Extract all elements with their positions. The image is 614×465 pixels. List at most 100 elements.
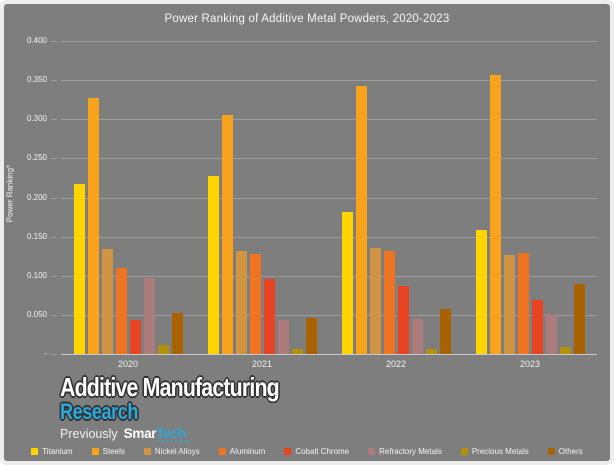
legend-swatch-titanium <box>31 448 39 455</box>
bar-steels-2021 <box>221 115 233 354</box>
logo-previously-text: Previously <box>60 427 118 441</box>
gridline <box>61 41 597 42</box>
y-tick-label: 0.350 <box>26 75 47 85</box>
logo-smartech-smar: Smar <box>123 426 157 441</box>
y-tick-mark <box>51 236 57 238</box>
bar-cobalt-chrome-2021 <box>263 279 275 354</box>
gridline <box>61 158 597 160</box>
bar-others-2023 <box>573 284 585 354</box>
bar-refractory-metals-2020 <box>143 278 155 354</box>
legend-label-nickel-alloys: Nickel Alloys <box>154 447 200 456</box>
bar-cobalt-chrome-2020 <box>129 320 141 354</box>
gridline <box>61 275 597 277</box>
legend-label-refractory-metals: Refractory Metals <box>379 447 442 456</box>
y-tick-label: 0.300 <box>26 114 47 124</box>
gridline <box>61 314 597 316</box>
bar-aluminum-2021 <box>249 254 261 354</box>
legend-label-cobalt-chrome: Cobalt Chrome <box>295 447 350 456</box>
bar-steels-2022 <box>355 86 367 354</box>
bar-others-2022 <box>439 309 451 354</box>
y-tick-mark <box>51 80 57 82</box>
y-tick-label: 0.050 <box>26 309 47 319</box>
x-axis-label-2021: 2021 <box>251 359 273 369</box>
chart-title: Power Ranking of Additive Metal Powders,… <box>164 13 450 25</box>
y-tick-mark <box>51 41 57 42</box>
y-tick-mark <box>51 158 57 160</box>
bar-group-2021 <box>195 41 329 354</box>
legend-item-precious-metals: Precious Metals <box>460 447 529 456</box>
legend-item-nickel-alloys: Nickel Alloys <box>143 447 200 456</box>
y-tick-label: 0.400 <box>26 36 47 45</box>
bar-steels-2023 <box>489 75 501 354</box>
bar-cobalt-chrome-2023 <box>531 300 543 354</box>
y-axis: 0.400 0.350 0.300 0.250 0.200 0.150 0.100 0.050… <box>4 36 57 358</box>
bar-others-2021 <box>305 318 317 354</box>
bar-aluminum-2022 <box>383 251 395 354</box>
y-tick-label: 0.100 <box>26 270 47 280</box>
legend-item-refractory-metals: Refractory Metals <box>368 447 442 456</box>
y-tick-label: 0.250 <box>26 153 47 163</box>
legend-swatch-cobalt-chrome <box>284 448 292 455</box>
bar-aluminum-2023 <box>517 253 529 354</box>
y-tick-mark <box>51 275 57 277</box>
y-tick-mark <box>51 119 57 121</box>
plot-area <box>61 41 597 355</box>
legend-item-titanium: Titanium <box>31 447 73 456</box>
logo-smartech-tech-text: Tech <box>156 426 186 441</box>
legend-swatch-precious-metals <box>460 448 468 455</box>
logo-smartech-tech: Tech ANALYSIS <box>156 426 191 444</box>
bar-precious-metals-2023 <box>559 347 571 354</box>
gridline <box>61 80 597 82</box>
bar-nickel-alloys-2022 <box>369 248 381 354</box>
bar-titanium-2023 <box>475 230 487 354</box>
legend-label-precious-metals: Precious Metals <box>471 447 529 456</box>
y-tick-label: 0.200 <box>26 192 47 202</box>
y-tick-mark <box>51 197 57 199</box>
bar-refractory-metals-2023 <box>545 314 557 354</box>
bar-group-2023 <box>463 41 597 354</box>
legend-swatch-others <box>547 448 555 455</box>
gridline <box>61 236 597 238</box>
gridline <box>61 119 597 121</box>
gridline <box>61 197 597 199</box>
bar-precious-metals-2021 <box>291 349 303 354</box>
chart-legend: Titanium Steels Nickel Alloys Aluminum Cobal… <box>4 447 610 456</box>
x-axis-label-2023: 2023 <box>519 359 541 369</box>
bar-aluminum-2020 <box>115 268 127 354</box>
bar-group-2022 <box>329 41 463 354</box>
x-axis-label-2020: 2020 <box>117 359 139 369</box>
bar-precious-metals-2022 <box>425 349 437 354</box>
legend-label-steels: Steels <box>102 447 125 456</box>
bar-refractory-metals-2021 <box>277 320 289 354</box>
bar-cobalt-chrome-2022 <box>397 286 409 354</box>
legend-label-aluminum: Aluminum <box>229 447 266 456</box>
bar-precious-metals-2020 <box>157 345 169 354</box>
logo-title: Additive Manufacturing <box>60 372 280 402</box>
legend-swatch-refractory-metals <box>368 448 376 455</box>
legend-item-aluminum: Aluminum <box>218 447 266 456</box>
legend-item-steels: Steels <box>91 447 125 456</box>
bar-refractory-metals-2022 <box>411 319 423 354</box>
bar-nickel-alloys-2023 <box>503 255 515 354</box>
y-tick-mark <box>51 354 57 355</box>
legend-swatch-steels <box>91 448 99 455</box>
bar-group-2020 <box>61 41 195 354</box>
bar-titanium-2020 <box>73 184 85 354</box>
company-logo: Additive Manufacturing Research Previous… <box>60 372 327 444</box>
legend-label-others: Others <box>558 447 583 456</box>
bar-steels-2020 <box>87 98 99 354</box>
legend-item-others: Others <box>547 447 583 456</box>
legend-label-titanium: Titanium <box>42 447 73 456</box>
bar-others-2020 <box>171 313 183 354</box>
x-axis-labels: 2020 2021 2022 2023 <box>61 359 597 369</box>
legend-swatch-aluminum <box>218 448 226 455</box>
x-axis-label-2022: 2022 <box>385 359 407 369</box>
y-tick-mark <box>51 314 57 316</box>
y-tick-label: - <box>44 349 47 358</box>
legend-swatch-nickel-alloys <box>143 448 151 455</box>
bar-titanium-2021 <box>207 176 219 354</box>
bar-nickel-alloys-2020 <box>101 249 113 354</box>
logo-analysis-text: ANALYSIS <box>156 439 191 444</box>
bar-titanium-2022 <box>341 212 353 354</box>
